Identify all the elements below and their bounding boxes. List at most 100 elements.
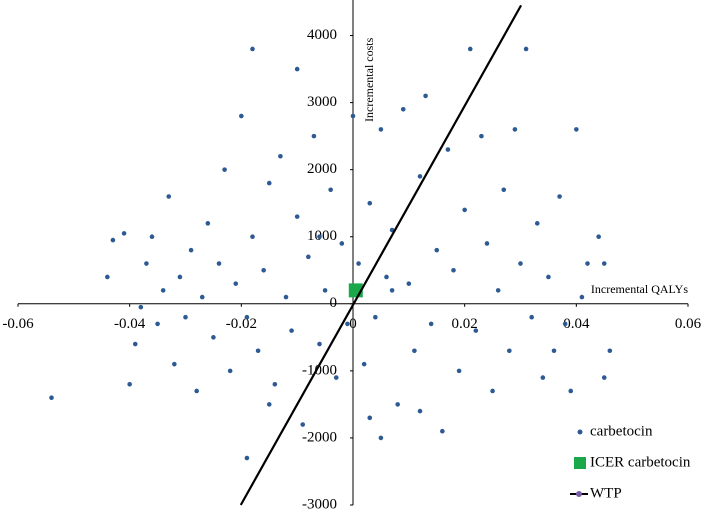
point — [412, 348, 417, 354]
point — [322, 288, 328, 293]
point — [205, 221, 211, 226]
point — [250, 46, 255, 52]
point — [216, 261, 222, 266]
point — [523, 46, 529, 52]
point — [311, 133, 317, 139]
point — [138, 304, 144, 310]
point — [361, 361, 367, 367]
point — [49, 395, 54, 400]
y-tick-label: 0 — [330, 295, 338, 311]
point — [132, 341, 138, 347]
point — [423, 93, 428, 99]
point — [400, 107, 406, 112]
point — [574, 127, 579, 132]
point — [389, 288, 395, 293]
point — [194, 388, 199, 394]
point — [345, 321, 350, 327]
point — [183, 314, 188, 320]
point — [395, 402, 400, 407]
x-tick-label: 0 — [349, 316, 357, 332]
point — [244, 455, 250, 461]
point — [272, 381, 278, 387]
point — [373, 314, 378, 320]
point — [149, 234, 155, 240]
point — [445, 147, 451, 152]
x-tick-label: 0.02 — [452, 316, 478, 332]
point — [367, 415, 373, 421]
y-tick-label: 1000 — [307, 228, 337, 244]
point — [244, 314, 250, 320]
point — [378, 127, 384, 132]
point — [428, 321, 434, 327]
point — [266, 402, 272, 407]
point — [546, 274, 551, 280]
point — [239, 113, 244, 119]
point — [227, 368, 233, 374]
point — [551, 348, 557, 354]
point — [529, 314, 534, 320]
point — [473, 328, 479, 333]
wtp-line — [239, 4, 523, 506]
point — [199, 294, 205, 300]
point — [557, 194, 562, 199]
point — [188, 247, 194, 253]
point — [579, 294, 585, 300]
y-tick-label: 2000 — [307, 161, 337, 177]
x-tick-label: 0.06 — [675, 316, 702, 332]
point — [562, 321, 568, 327]
x-tick-label: -0.06 — [2, 316, 34, 332]
point — [339, 241, 345, 246]
y-tick-label: 4000 — [307, 27, 337, 43]
point — [144, 261, 149, 266]
point — [328, 187, 333, 193]
point — [607, 348, 613, 354]
y-tick-label: -2000 — [302, 429, 337, 445]
point — [490, 388, 495, 394]
y-tick-label: 3000 — [307, 94, 337, 110]
point — [434, 247, 440, 253]
x-tick-label: 0.04 — [563, 316, 590, 332]
point — [601, 375, 607, 380]
point — [306, 254, 311, 260]
point — [294, 214, 300, 219]
point — [255, 348, 261, 354]
point — [333, 375, 339, 380]
point — [294, 66, 300, 72]
point — [317, 234, 322, 240]
point — [367, 200, 373, 206]
y-tick-label: -1000 — [302, 362, 337, 378]
point — [585, 261, 590, 266]
legend-label: WTP — [590, 485, 622, 501]
point — [127, 381, 132, 387]
point — [283, 294, 289, 300]
point — [512, 127, 518, 132]
legend-marker — [576, 491, 582, 497]
point — [172, 361, 177, 367]
legend-label: carbetocin — [590, 423, 653, 439]
point — [261, 267, 266, 273]
point — [601, 261, 607, 266]
point — [417, 408, 423, 414]
point — [440, 428, 445, 434]
point — [233, 281, 239, 286]
point — [495, 288, 501, 293]
point — [384, 274, 389, 280]
point — [467, 46, 473, 52]
point — [211, 335, 216, 340]
y-tick-label: -3000 — [302, 496, 337, 512]
legend-marker — [574, 457, 586, 469]
point — [568, 388, 574, 394]
x-axis-label: Incremental QALYs — [591, 282, 688, 296]
point — [278, 153, 283, 159]
legend-label: ICER carbetocin — [590, 454, 691, 470]
point — [518, 261, 523, 266]
point — [110, 237, 116, 243]
point — [456, 368, 462, 374]
point — [356, 261, 361, 266]
legend-marker — [577, 429, 583, 435]
point — [350, 113, 356, 119]
point — [462, 207, 467, 213]
point — [378, 435, 384, 441]
point — [317, 341, 322, 347]
